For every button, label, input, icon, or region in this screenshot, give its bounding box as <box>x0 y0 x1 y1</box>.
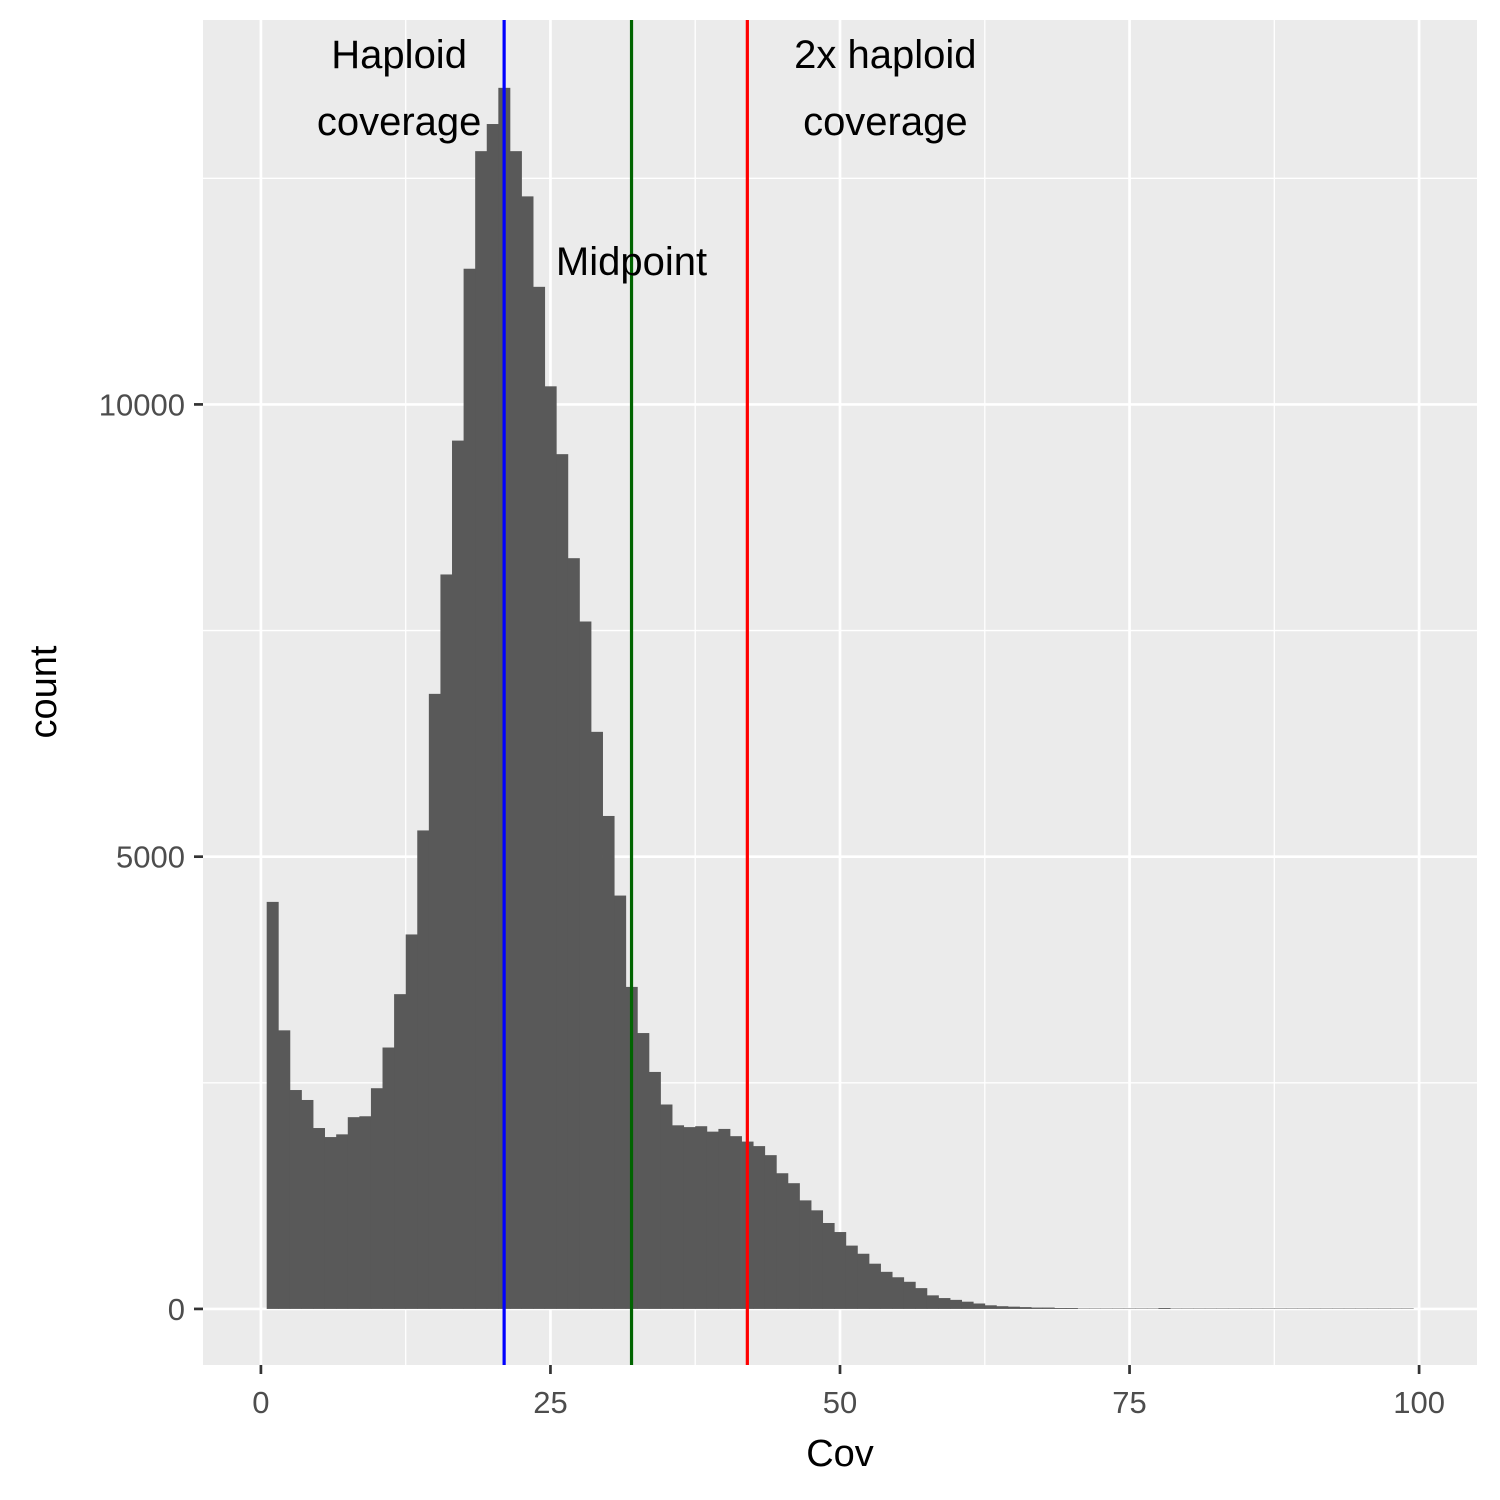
histogram-bar <box>753 1146 766 1309</box>
histogram-bar <box>359 1116 372 1309</box>
histogram-bar <box>301 1099 314 1309</box>
histogram-bar <box>637 1033 650 1309</box>
annotation-label: Midpoint <box>556 240 707 284</box>
histogram-bar <box>984 1305 997 1309</box>
histogram-bar <box>556 454 569 1309</box>
histogram-bar <box>1042 1307 1055 1309</box>
histogram-bar <box>706 1131 719 1309</box>
annotation-label: Haploid <box>331 33 467 77</box>
histogram-bar <box>475 151 488 1309</box>
histogram-bar <box>1054 1308 1067 1309</box>
histogram-bar <box>868 1263 881 1309</box>
y-axis: 0 5000 10000 <box>99 387 203 1327</box>
histogram-bar <box>602 815 615 1309</box>
x-axis-title: Cov <box>806 1433 874 1475</box>
histogram-bar <box>903 1281 916 1309</box>
histogram-bar <box>544 386 557 1309</box>
histogram-bar <box>799 1200 812 1309</box>
major-gridlines <box>203 20 1477 1365</box>
histogram-bar <box>648 1071 661 1309</box>
histogram-bar <box>729 1136 742 1309</box>
y-axis-title: count <box>23 645 65 738</box>
histogram-bar <box>1019 1307 1032 1309</box>
histogram-bar <box>324 1137 337 1309</box>
histogram-bar <box>787 1183 800 1309</box>
annotation-label: coverage <box>317 100 482 144</box>
histogram-bar <box>776 1173 789 1309</box>
histogram-bar <box>382 1047 395 1309</box>
histogram-bar <box>660 1104 673 1309</box>
histogram-bar <box>417 830 430 1309</box>
histogram-bar <box>452 440 464 1309</box>
histogram-bar <box>313 1128 326 1309</box>
histogram-bar <box>672 1125 685 1309</box>
histogram-bar <box>695 1126 708 1309</box>
histogram-bar <box>509 151 522 1309</box>
x-tick-label: 0 <box>252 1385 269 1420</box>
histogram-bar <box>405 934 418 1309</box>
histogram-bar <box>394 994 407 1309</box>
histogram-bar <box>1158 1308 1171 1309</box>
histogram-bar <box>961 1301 974 1309</box>
histogram-bar <box>533 286 546 1309</box>
histogram-bar <box>857 1253 870 1309</box>
histogram-bar <box>278 1030 291 1309</box>
histogram-bar <box>428 693 441 1309</box>
histogram-bar <box>973 1303 986 1309</box>
histogram-bar <box>440 574 453 1309</box>
histogram-bar <box>1065 1308 1078 1309</box>
histogram-bar <box>579 621 592 1309</box>
histogram-bar <box>926 1295 939 1309</box>
histogram-bar <box>486 124 499 1309</box>
histogram-bar <box>938 1298 951 1309</box>
histogram-bar <box>521 196 534 1309</box>
y-tick-label: 0 <box>168 1292 185 1327</box>
histogram-bar <box>266 901 279 1309</box>
x-axis: 0 25 50 75 100 <box>252 1365 1445 1420</box>
annotations: Haploid coverage Midpoint 2x haploid coverag… <box>317 33 977 284</box>
histogram-bar <box>834 1232 847 1309</box>
histogram-bar <box>463 268 476 1309</box>
histogram-bar <box>567 558 580 1309</box>
histogram-bar <box>915 1288 928 1309</box>
x-tick-label: 50 <box>823 1385 857 1420</box>
histogram-bar <box>811 1210 824 1309</box>
x-tick-label: 75 <box>1112 1385 1146 1420</box>
y-tick-label: 5000 <box>116 840 185 875</box>
histogram-bar <box>590 731 603 1309</box>
annotation-label: 2x haploid <box>794 33 976 77</box>
histogram-bar <box>845 1245 858 1309</box>
histogram-bar <box>347 1117 360 1309</box>
histogram-bar <box>1007 1306 1020 1309</box>
y-tick-label: 10000 <box>99 387 185 422</box>
x-tick-label: 100 <box>1393 1385 1445 1420</box>
histogram-bar <box>370 1088 383 1309</box>
histogram-bar <box>892 1277 905 1309</box>
annotation-label: coverage <box>803 100 968 144</box>
histogram-bar <box>764 1155 777 1309</box>
histogram-bar <box>614 895 627 1309</box>
histogram-bar <box>822 1222 835 1309</box>
histogram-bar <box>996 1306 1009 1309</box>
histogram-bar <box>289 1090 302 1309</box>
histogram-bar <box>718 1128 731 1309</box>
histogram-bar <box>1031 1307 1044 1309</box>
reference-lines <box>502 20 749 1365</box>
histogram-bar <box>336 1134 349 1309</box>
histogram-bar <box>950 1299 963 1309</box>
x-tick-label: 25 <box>533 1385 567 1420</box>
histogram-bar <box>683 1127 696 1309</box>
histogram-bar <box>880 1271 893 1309</box>
